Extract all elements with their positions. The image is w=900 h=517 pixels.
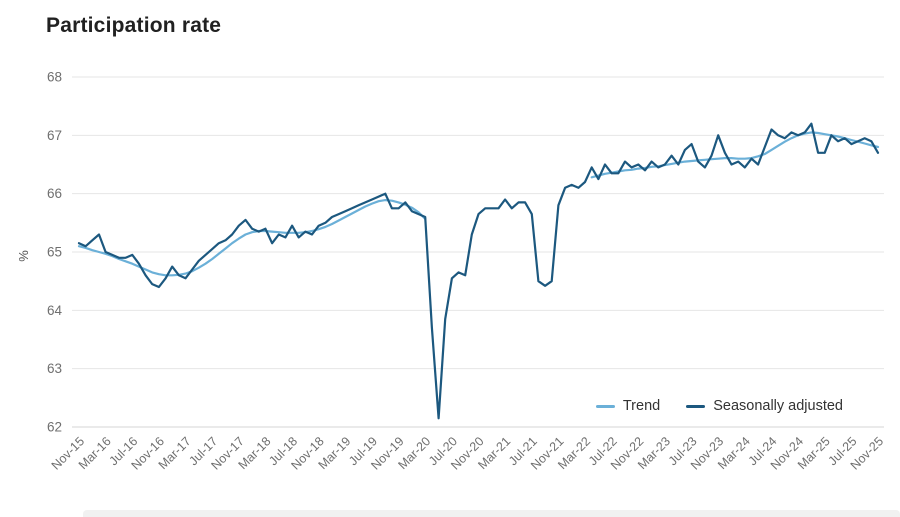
chart-title: Participation rate xyxy=(46,14,222,37)
y-tick-label: 62 xyxy=(47,420,62,435)
cropped-element-below-chart xyxy=(83,510,900,517)
seasonally-adjusted-line-swatch-icon xyxy=(686,404,706,408)
trend-line-swatch-icon xyxy=(595,404,615,408)
y-tick-label: 66 xyxy=(47,186,62,201)
legend-label-seasonally-adjusted: Seasonally adjusted xyxy=(713,398,843,414)
y-tick-label: 64 xyxy=(47,303,63,318)
legend-item-trend[interactable]: Trend xyxy=(595,398,661,414)
y-tick-label: 63 xyxy=(47,361,62,376)
line-chart: 62636465666768%Nov-15Mar-16Jul-16Nov-16M… xyxy=(16,70,886,473)
y-tick-label: 67 xyxy=(47,128,62,143)
legend-item-seasonally-adjusted[interactable]: Seasonally adjusted xyxy=(686,398,843,414)
legend-label-trend: Trend xyxy=(622,398,661,414)
y-tick-label: 65 xyxy=(47,245,62,260)
seasonally-adjusted-line xyxy=(77,122,880,420)
y-axis-label: % xyxy=(16,250,31,262)
trend-line xyxy=(77,131,880,277)
chart-legend: Trend Seasonally adjusted xyxy=(595,398,843,414)
y-tick-label: 68 xyxy=(47,70,62,85)
